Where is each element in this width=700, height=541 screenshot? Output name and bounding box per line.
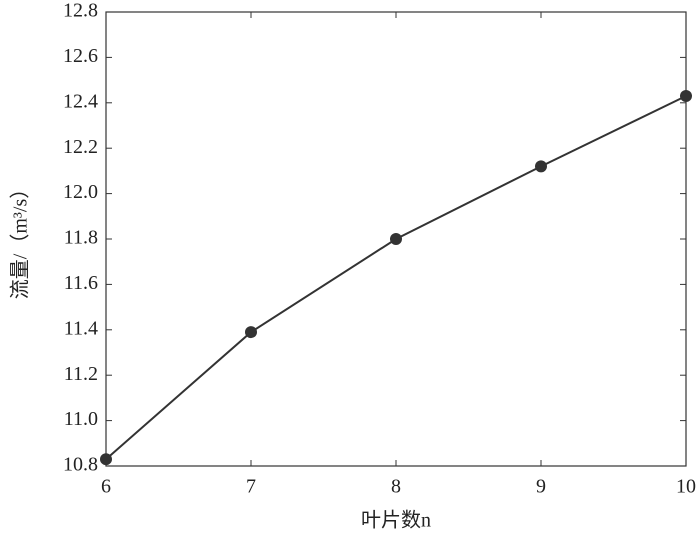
y-tick-label: 11.0 xyxy=(64,408,98,430)
x-tick-label: 6 xyxy=(101,476,111,498)
y-tick-label: 12.8 xyxy=(63,0,98,22)
x-axis-label: 叶片数n xyxy=(361,509,431,532)
y-axis-label: 流量/（m³/s） xyxy=(9,179,32,299)
x-tick-label: 9 xyxy=(536,476,546,498)
marker xyxy=(100,453,112,466)
y-tick-label: 12.6 xyxy=(63,45,98,67)
y-tick-label: 12.4 xyxy=(63,90,98,112)
y-tick-label: 12.0 xyxy=(63,181,98,203)
x-tick-label: 8 xyxy=(391,476,401,498)
y-tick-label: 11.6 xyxy=(64,272,98,294)
x-tick-label: 7 xyxy=(246,476,256,498)
y-tick-label: 10.8 xyxy=(63,454,98,476)
y-tick-label: 12.2 xyxy=(63,136,98,158)
marker xyxy=(245,326,257,339)
line xyxy=(105,95,687,460)
marker xyxy=(390,233,402,245)
marker xyxy=(680,89,692,102)
y-tick-label: 11.4 xyxy=(64,317,98,339)
x-tick-label: 10 xyxy=(676,476,696,498)
marker xyxy=(535,160,547,173)
y-tick-label: 11.8 xyxy=(64,227,98,249)
y-tick-label: 11.2 xyxy=(64,363,98,385)
